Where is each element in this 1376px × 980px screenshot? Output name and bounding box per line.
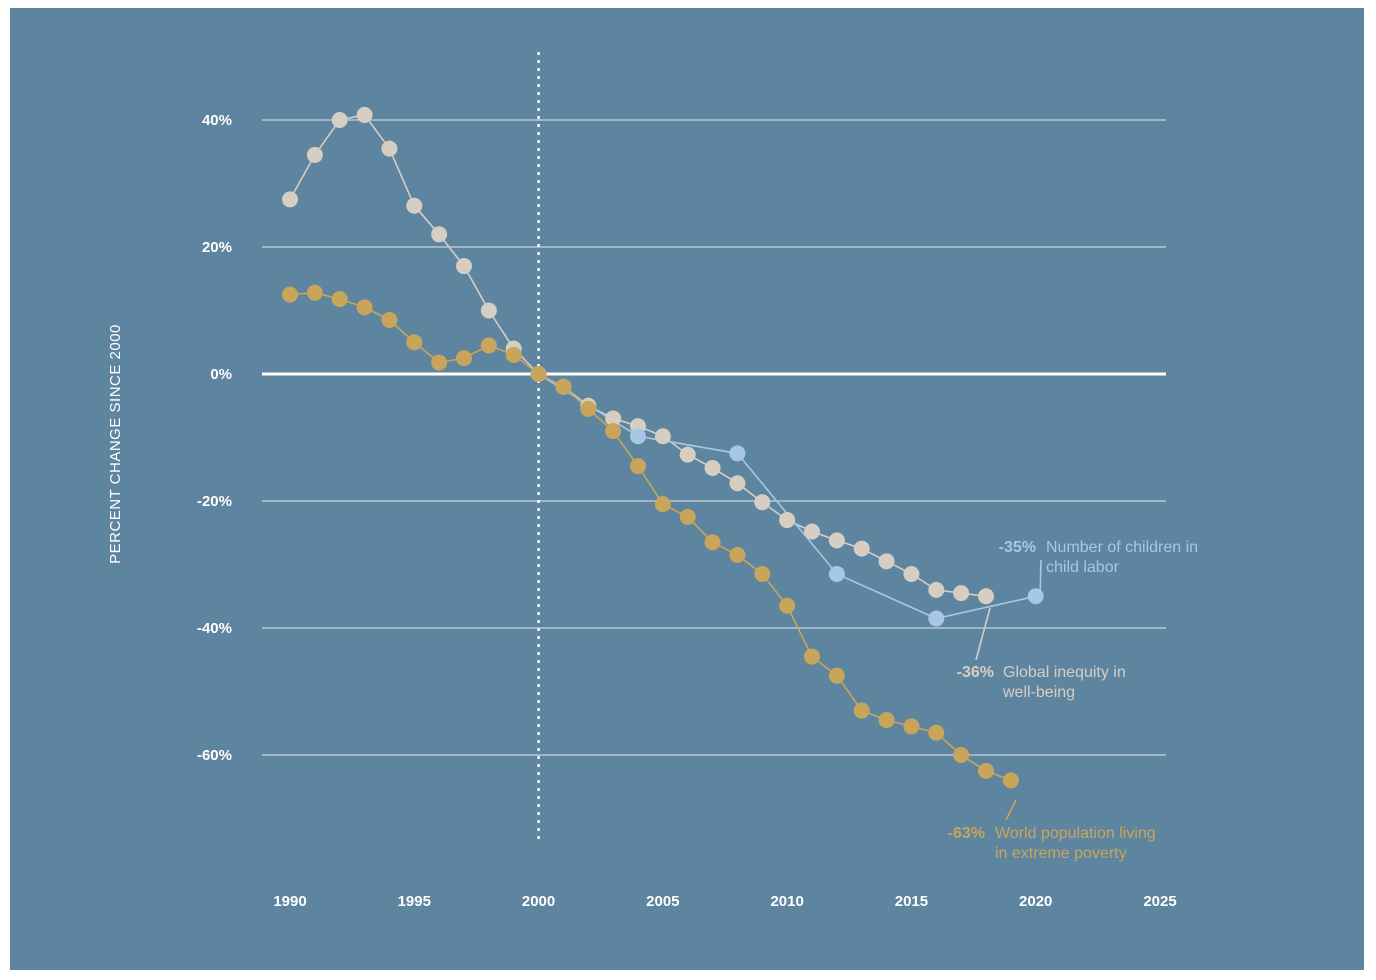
x-axis-ticks: 1990 1995 2000 2005 2010 2015 2020 2025 xyxy=(273,893,1176,910)
x-tick-label: 2000 xyxy=(522,893,555,910)
point-poverty xyxy=(828,667,845,684)
point-inequity xyxy=(480,302,497,319)
point-inequity xyxy=(828,532,845,549)
point-poverty xyxy=(530,366,547,382)
point-poverty xyxy=(928,724,945,741)
y-tick-label: 0% xyxy=(210,366,232,383)
point-child_labor xyxy=(630,428,646,445)
annotation-label-poverty: World population living xyxy=(995,825,1156,842)
series-lines xyxy=(289,114,1036,782)
point-child_labor xyxy=(828,566,845,583)
x-tick-label: 1995 xyxy=(398,893,431,910)
point-inequity xyxy=(679,446,696,463)
point-poverty xyxy=(306,284,323,301)
point-poverty xyxy=(480,337,497,354)
x-tick-label: 2020 xyxy=(1019,893,1052,910)
point-inequity xyxy=(331,112,348,128)
point-inequity xyxy=(953,585,970,602)
annotation-label-inequity: Global inequity in xyxy=(1003,664,1126,681)
point-child_labor xyxy=(928,610,945,627)
point-inequity xyxy=(431,226,448,243)
series-line-poverty xyxy=(289,291,1012,782)
point-inequity xyxy=(356,106,373,123)
x-tick-label: 2025 xyxy=(1143,893,1176,910)
annotation-label-child_labor: child labor xyxy=(1046,559,1120,576)
point-poverty xyxy=(978,762,994,779)
point-poverty xyxy=(704,534,721,551)
point-poverty xyxy=(654,496,671,513)
y-tick-label: -20% xyxy=(197,493,232,510)
point-poverty xyxy=(779,597,796,614)
point-poverty xyxy=(431,354,448,371)
point-inequity xyxy=(306,146,323,163)
point-poverty xyxy=(282,286,298,303)
point-poverty xyxy=(505,346,522,363)
y-tick-label: 20% xyxy=(202,239,232,256)
annotation-label-child_labor: Number of children in xyxy=(1046,539,1198,556)
point-inequity xyxy=(282,191,298,208)
point-inequity xyxy=(804,523,820,540)
point-inequity xyxy=(779,512,796,529)
point-poverty xyxy=(555,378,572,395)
annotation-leader-child_labor xyxy=(1039,559,1042,599)
point-poverty xyxy=(605,423,622,440)
point-child_labor xyxy=(729,445,746,462)
point-poverty xyxy=(356,299,373,316)
y-tick-label: -40% xyxy=(197,620,232,637)
point-poverty xyxy=(331,291,348,308)
data-points xyxy=(282,106,1044,789)
x-tick-label: 2015 xyxy=(895,893,928,910)
point-poverty xyxy=(456,350,472,367)
y-axis-ticks: 40% 20% 0% -20% -40% -60% xyxy=(197,112,232,764)
x-tick-label: 2005 xyxy=(646,893,679,910)
y-tick-label: -60% xyxy=(197,747,232,764)
point-inequity xyxy=(406,197,423,214)
x-tick-label: 2010 xyxy=(770,893,803,910)
annotation-leader-inequity xyxy=(975,607,991,661)
annotations: -35% Number of children in child labor -36%… xyxy=(948,539,1198,862)
point-inequity xyxy=(928,581,945,598)
y-tick-label: 40% xyxy=(202,112,232,129)
point-poverty xyxy=(679,508,696,525)
point-child_labor xyxy=(1027,588,1044,605)
point-inequity xyxy=(605,410,622,427)
annotation-value-poverty: -63% xyxy=(948,825,985,842)
point-inequity xyxy=(654,428,671,445)
series-line-inequity xyxy=(289,114,987,598)
annotation-value-inequity: -36% xyxy=(957,664,994,681)
annotation-label-inequity: well-being xyxy=(1002,684,1075,701)
chart-panel: 40% 20% 0% -20% -40% -60% 1990 1995 2000 2005 201… xyxy=(10,8,1364,970)
point-inequity xyxy=(903,566,920,583)
point-inequity xyxy=(381,140,398,157)
y-axis-title: PERCENT CHANGE SINCE 2000 xyxy=(107,324,124,564)
annotation-value-child_labor: -35% xyxy=(999,539,1036,556)
point-poverty xyxy=(903,718,920,735)
point-poverty xyxy=(729,546,746,563)
point-inequity xyxy=(853,540,870,557)
point-poverty xyxy=(406,334,423,351)
annotation-leader-poverty xyxy=(1005,799,1017,821)
point-poverty xyxy=(630,458,646,475)
annotation-label-poverty: in extreme poverty xyxy=(995,845,1127,862)
point-poverty xyxy=(1002,772,1019,789)
x-tick-label: 1990 xyxy=(273,893,306,910)
line-chart: 40% 20% 0% -20% -40% -60% 1990 1995 2000 2005 201… xyxy=(107,52,1198,910)
point-inequity xyxy=(704,459,721,476)
point-inequity xyxy=(978,588,994,605)
point-poverty xyxy=(381,312,398,329)
point-poverty xyxy=(804,648,820,665)
point-inequity xyxy=(878,553,895,570)
point-poverty xyxy=(953,747,970,763)
point-inequity xyxy=(456,258,472,275)
point-poverty xyxy=(580,400,597,417)
grid-lines xyxy=(262,119,1166,756)
point-inequity xyxy=(729,475,746,492)
point-poverty xyxy=(754,566,771,583)
point-poverty xyxy=(878,712,895,729)
point-inequity xyxy=(754,494,771,511)
point-poverty xyxy=(853,702,870,719)
